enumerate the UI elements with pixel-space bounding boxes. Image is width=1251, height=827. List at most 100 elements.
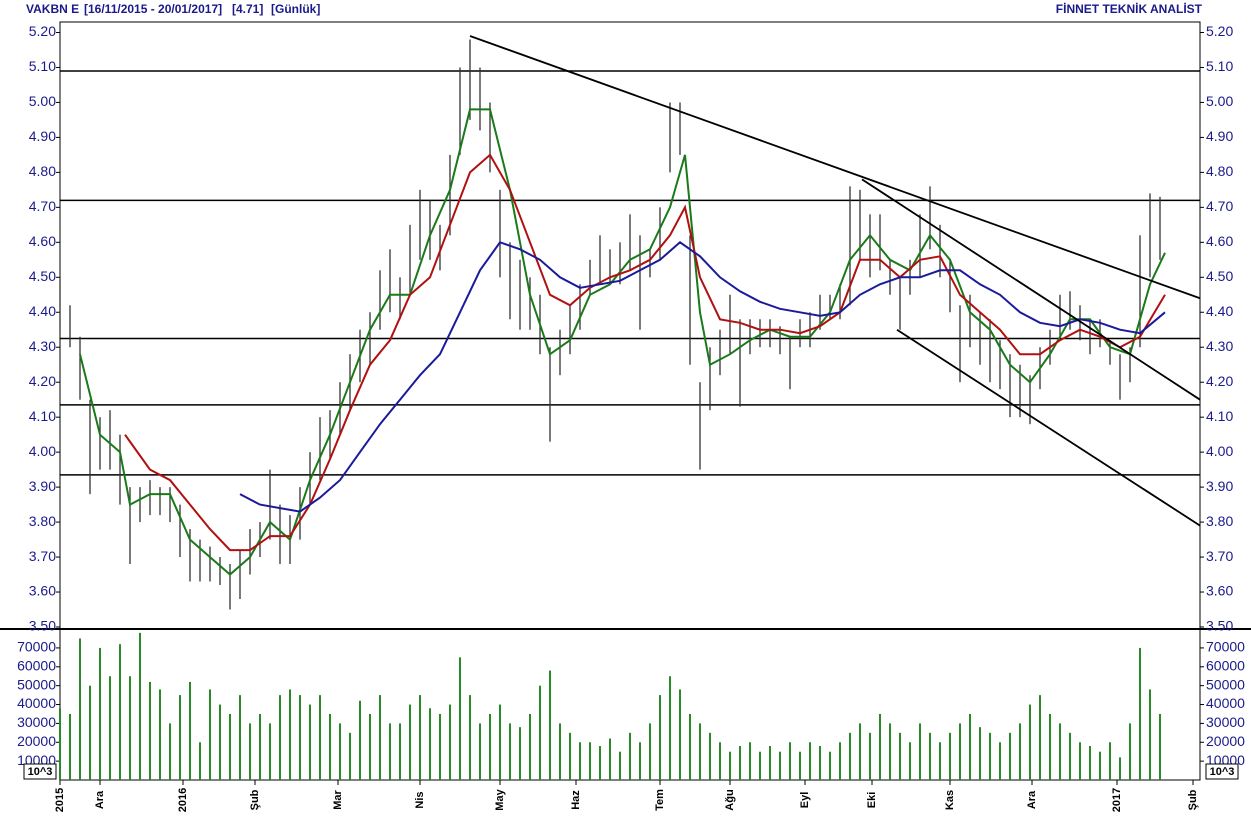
unit-label: 10^3 [28, 766, 53, 778]
volume-bar [79, 638, 81, 780]
volume-bar [659, 695, 661, 780]
unit-label: 10^3 [1210, 766, 1235, 778]
interval: [Günlük] [271, 2, 320, 16]
volume-bar [199, 742, 201, 780]
y2-tick-label: 3.50 [1206, 618, 1233, 634]
y2-tick-label: 3.60 [1206, 583, 1233, 599]
volume-bar [319, 695, 321, 780]
x-tick-label: 2017 [1111, 788, 1123, 812]
y-tick-label: 3.50 [29, 618, 56, 634]
trend-line [896, 328, 1201, 527]
volume-bar [779, 751, 781, 780]
volume-bar [119, 644, 121, 780]
y2-tick-label: 3.80 [1206, 513, 1233, 529]
y-tick-label: 4.30 [29, 338, 56, 354]
x-tick-label: Haz [570, 790, 582, 810]
x-tick-label: Nis [414, 791, 426, 808]
volume-bar [99, 647, 101, 780]
volume-bar [339, 723, 341, 780]
volume-bar [599, 746, 601, 780]
volume-bar [979, 727, 981, 780]
volume-bar [89, 685, 91, 780]
volume-bar [929, 732, 931, 780]
chart-title: VAKBN E [26, 2, 79, 16]
volume-bar [349, 732, 351, 780]
volume-bar [1029, 704, 1031, 780]
y2-tick-label: 4.90 [1206, 128, 1233, 144]
volume-bar [1039, 695, 1041, 780]
volume-bar [949, 732, 951, 780]
x-tick-label: Eki [866, 792, 878, 809]
volume-tick-label: 20000 [17, 733, 56, 749]
volume-bar [1099, 751, 1101, 780]
y2-tick-label: 3.70 [1206, 548, 1233, 564]
volume-bar [839, 742, 841, 780]
trend-line [861, 178, 1201, 401]
x-tick-label: Şub [1187, 789, 1199, 810]
y-tick-label: 3.60 [29, 583, 56, 599]
y-tick-label: 3.70 [29, 548, 56, 564]
x-tick-label: Ara [94, 790, 106, 809]
volume-bar [919, 723, 921, 780]
y2-tick-label: 4.60 [1206, 233, 1233, 249]
y2-tick-label: 4.30 [1206, 338, 1233, 354]
volume-bar [579, 742, 581, 780]
volume-bar [429, 708, 431, 780]
y-tick-label: 4.60 [29, 233, 56, 249]
volume-bar [589, 742, 591, 780]
y2-tick-label: 5.10 [1206, 58, 1233, 74]
volume-bar [289, 689, 291, 780]
volume-bar [759, 751, 761, 780]
y-tick-label: 4.10 [29, 408, 56, 424]
volume-bar [749, 742, 751, 780]
volume-bar [479, 723, 481, 780]
y2-tick-label: 4.10 [1206, 408, 1233, 424]
volume-bar [399, 723, 401, 780]
volume-bar [419, 695, 421, 780]
volume-bar [1109, 742, 1111, 780]
volume-bar [629, 732, 631, 780]
volume-tick-label-right: 20000 [1206, 733, 1245, 749]
volume-bar [899, 732, 901, 780]
moving-average [239, 241, 1166, 513]
volume-bar [379, 695, 381, 780]
volume-bar [299, 695, 301, 780]
volume-bar [219, 704, 221, 780]
volume-tick-label: 60000 [17, 657, 56, 673]
volume-tick-label: 50000 [17, 676, 56, 692]
volume-bar [689, 713, 691, 780]
volume-bar [1059, 723, 1061, 780]
y-tick-label: 3.80 [29, 513, 56, 529]
volume-tick-label: 30000 [17, 714, 56, 730]
volume-bar [149, 681, 151, 780]
volume-bar [139, 632, 141, 780]
volume-bar [229, 713, 231, 780]
volume-bar [869, 732, 871, 780]
volume-bar [1119, 757, 1121, 780]
volume-bar [499, 704, 501, 780]
volume-bar [719, 742, 721, 780]
x-tick-label: Ağu [724, 789, 736, 810]
y-tick-label: 4.20 [29, 373, 56, 389]
y-tick-label: 4.90 [29, 128, 56, 144]
trend-line [469, 35, 1201, 300]
volume-tick-label-right: 30000 [1206, 714, 1245, 730]
volume-bar [819, 746, 821, 780]
volume-bar [249, 723, 251, 780]
volume-bar [829, 751, 831, 780]
x-tick-label: Şub [249, 789, 261, 810]
volume-bar [439, 713, 441, 780]
volume-bar [739, 746, 741, 780]
volume-bar [1069, 732, 1071, 780]
volume-bar [859, 723, 861, 780]
source: FİNNET TEKNİK ANALİST [1056, 1, 1203, 16]
volume-bar [989, 732, 991, 780]
volume-bar [559, 723, 561, 780]
volume-bar [509, 723, 511, 780]
y2-tick-label: 4.00 [1206, 443, 1233, 459]
volume-bar [239, 695, 241, 780]
volume-bar [699, 723, 701, 780]
volume-bar [189, 681, 191, 780]
